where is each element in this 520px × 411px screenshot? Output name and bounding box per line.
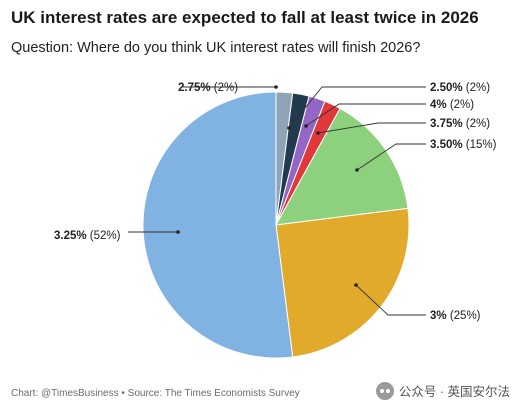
chart-source: Chart: @TimesBusiness • Source: The Time… (11, 388, 300, 399)
leader-dot (304, 124, 308, 128)
slice-label: 3.75% (2%) (430, 118, 490, 130)
leader-dot (354, 283, 358, 287)
leader-line (356, 143, 426, 171)
leader-dot (274, 85, 278, 89)
leader-line (288, 86, 426, 129)
leader-line (305, 103, 426, 127)
pie-slices (142, 91, 410, 359)
pie-labels: 2.75% (2%) 2.50% (2%) 4% (2%) 3.75% (2%) 3.5… (54, 82, 497, 322)
slice-label: 2.75% (2%) (178, 82, 238, 94)
wechat-icon (375, 381, 394, 400)
pie-slice-3-25pct (142, 91, 294, 359)
chart-subtitle: Question: Where do you think UK interest… (11, 40, 421, 56)
chart-title: UK interest rates are expected to fall a… (11, 8, 479, 27)
pie-slice-3pct (275, 207, 410, 358)
leader-dot (287, 126, 291, 130)
leader-dot (316, 131, 320, 135)
watermark: 公众号 · 英国安尔法 (375, 381, 510, 400)
slice-label: 3.50% (15%) (430, 139, 497, 151)
leader-dot (176, 230, 180, 234)
slice-label: 2.50% (2%) (430, 82, 490, 94)
leader-line (317, 122, 426, 134)
leader-dot (355, 168, 359, 172)
leader-line (355, 284, 426, 316)
slice-label: 3% (25%) (430, 310, 481, 322)
slice-label: 4% (2%) (430, 99, 474, 111)
watermark-text: 公众号 · 英国安尔法 (398, 385, 510, 399)
slice-label: 3.25% (52%) (54, 230, 121, 242)
